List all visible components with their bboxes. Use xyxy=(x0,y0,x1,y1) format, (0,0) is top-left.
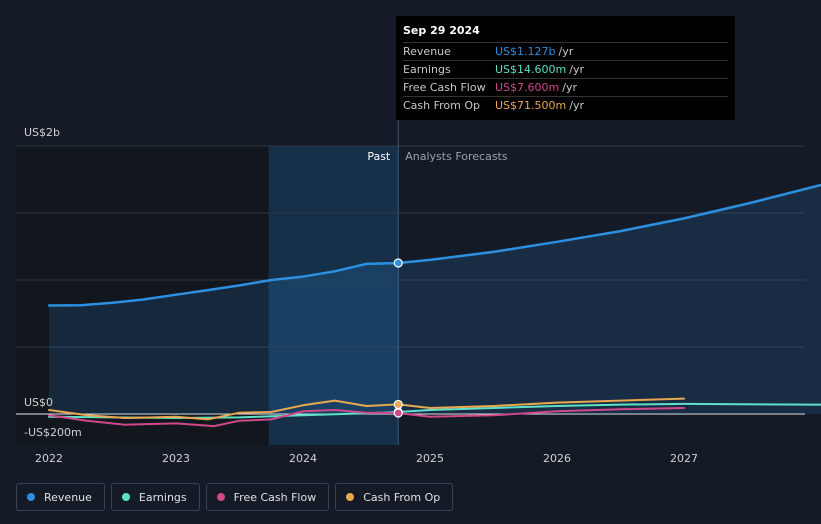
past-label: Past xyxy=(367,150,391,163)
legend-label: Cash From Op xyxy=(363,490,441,504)
tooltip-unit: /yr xyxy=(558,45,574,58)
cfo-dot-icon xyxy=(346,493,355,501)
legend-item-revenue[interactable]: Revenue xyxy=(16,483,105,511)
legend-item-free-cash-flow[interactable]: Free Cash Flow xyxy=(205,483,330,511)
legend-label: Earnings xyxy=(138,490,187,504)
y-tick-label: -US$200m xyxy=(24,426,82,439)
data-tooltip: Sep 29 2024 Revenue US$1.127b/yr Earnings U… xyxy=(396,16,735,120)
tooltip-label: Cash From Op xyxy=(403,99,481,112)
fcf-dot-icon xyxy=(216,493,225,501)
tooltip-label: Earnings xyxy=(403,63,451,76)
highlight-region xyxy=(268,146,399,445)
chart-legend: Revenue Earnings Free Cash Flow Cash From O… xyxy=(16,483,454,511)
x-tick-label: 2027 xyxy=(670,452,698,465)
cfo-marker xyxy=(393,399,403,410)
x-tick-label: 2022 xyxy=(35,452,63,465)
tooltip-unit: /yr xyxy=(569,99,584,112)
legend-item-earnings[interactable]: Earnings xyxy=(110,483,200,511)
tooltip-row: Earnings US$14.600m/yr xyxy=(403,60,728,78)
y-tick-label: US$2b xyxy=(24,126,60,139)
tooltip-label: Free Cash Flow xyxy=(403,81,486,94)
tooltip-date: Sep 29 2024 xyxy=(403,24,480,37)
legend-item-cash-from-op[interactable]: Cash From Op xyxy=(335,483,454,511)
x-tick-label: 2025 xyxy=(416,452,444,465)
legend-label: Free Cash Flow xyxy=(233,490,317,504)
revenue-marker xyxy=(393,258,403,268)
tooltip-value: US$1.127b xyxy=(495,45,556,58)
tooltip-row: Cash From Op US$71.500m/yr xyxy=(403,96,728,114)
fcf-line xyxy=(48,407,685,428)
past-region xyxy=(16,146,269,445)
tooltip-value: US$7.600m xyxy=(495,81,560,94)
tooltip-value: US$71.500m xyxy=(495,99,567,112)
x-tick-label: 2024 xyxy=(289,452,317,465)
tooltip-unit: /yr xyxy=(569,63,584,76)
fcf-marker xyxy=(393,408,403,418)
tooltip-row: Free Cash Flow US$7.600m/yr xyxy=(403,78,728,96)
revenue-area xyxy=(49,184,821,414)
earnings-dot-icon xyxy=(121,493,130,501)
cfo-line xyxy=(48,397,685,421)
tooltip-value: US$14.600m xyxy=(495,63,567,76)
x-tick-label: 2026 xyxy=(543,452,571,465)
tooltip-label: Revenue xyxy=(403,45,451,58)
x-tick-label: 2023 xyxy=(162,452,190,465)
tooltip-unit: /yr xyxy=(562,81,577,94)
tooltip-row: Revenue US$1.127b/yr xyxy=(403,42,728,60)
revenue-line xyxy=(47,183,821,307)
forecast-label: Analysts Forecasts xyxy=(405,150,508,163)
revenue-dot-icon xyxy=(27,493,35,501)
y-tick-label: US$0 xyxy=(24,396,53,409)
legend-label: Revenue xyxy=(44,490,92,504)
